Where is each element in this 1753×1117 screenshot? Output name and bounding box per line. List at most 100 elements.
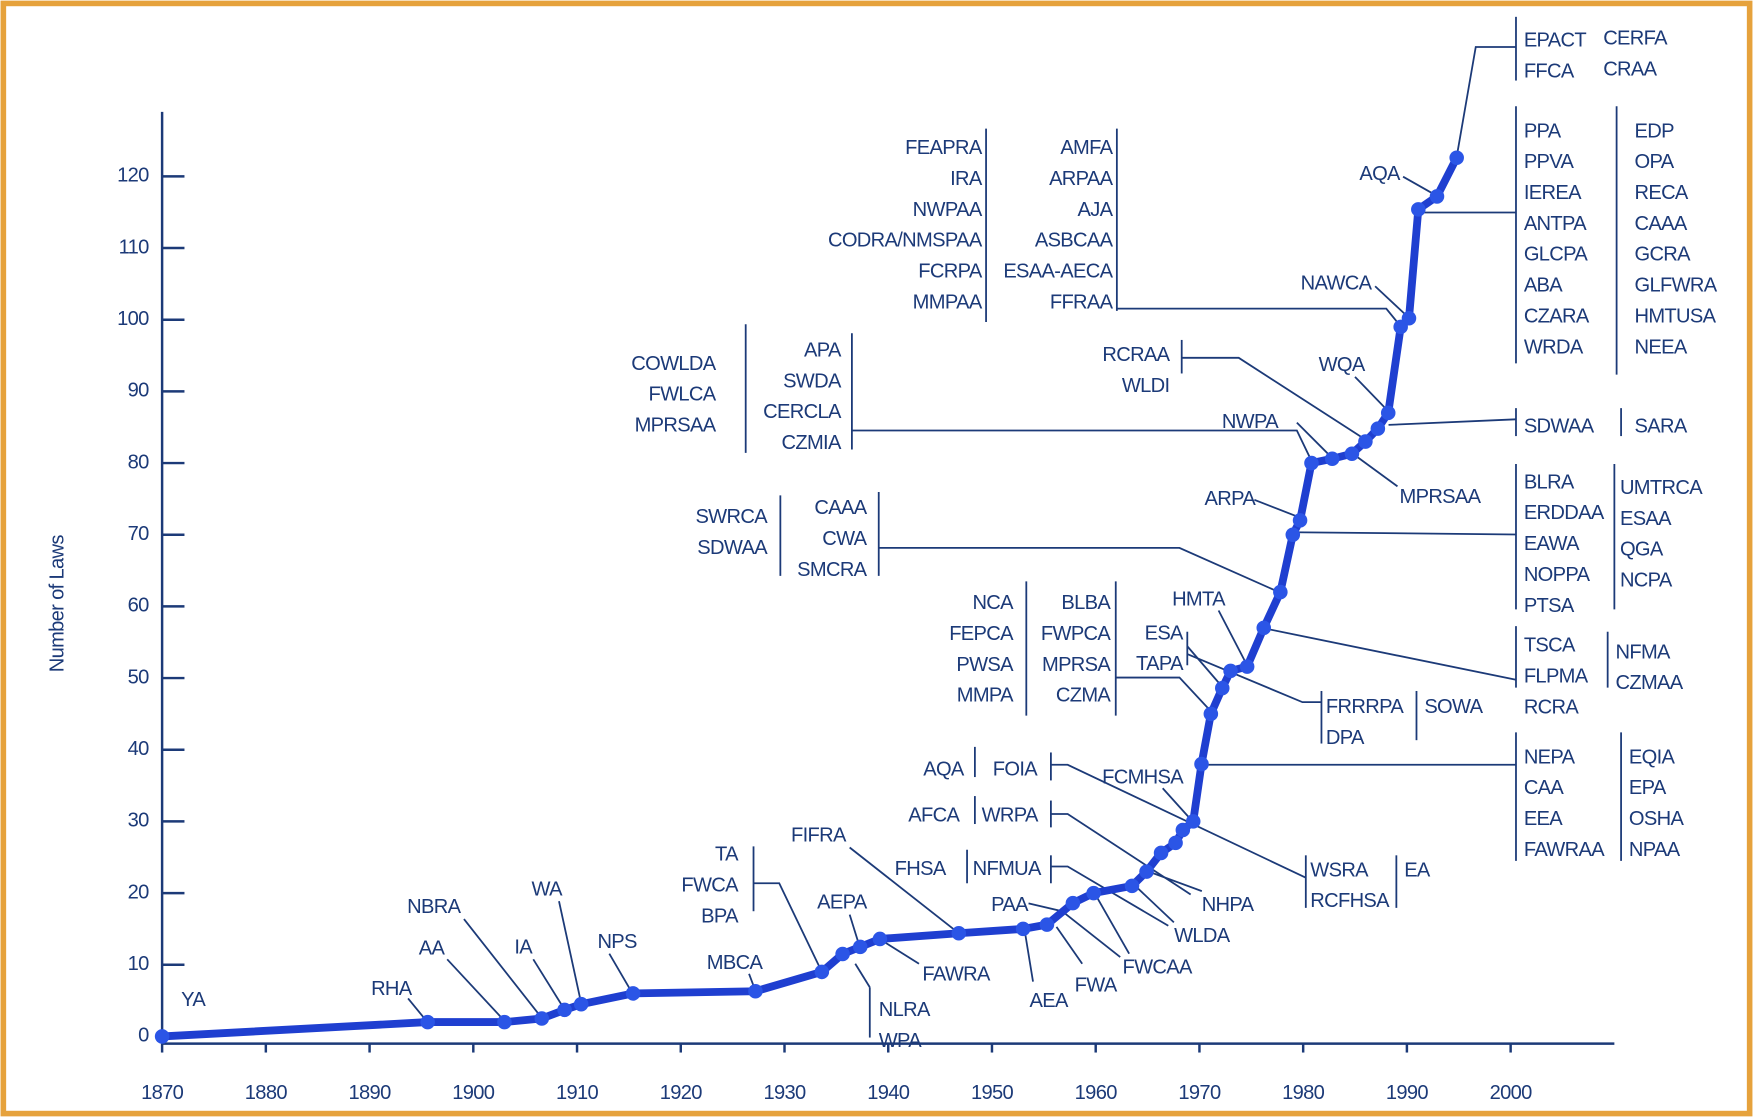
data-point <box>1015 921 1031 937</box>
leader-line <box>1455 46 1516 157</box>
x-tick-label: 1920 <box>660 1082 703 1104</box>
x-tick-label: 1890 <box>349 1082 392 1104</box>
law-label: RCRA <box>1524 696 1580 718</box>
leader-line <box>1055 926 1083 965</box>
law-label: RCRAA <box>1102 344 1170 366</box>
law-label: TAPA <box>1136 653 1184 675</box>
law-label: NWPA <box>1222 411 1279 433</box>
leader-line <box>1023 926 1034 982</box>
leader-line <box>608 953 634 995</box>
y-tick-label: 100 <box>117 308 149 330</box>
data-point <box>835 946 850 962</box>
leader-line <box>1351 452 1399 488</box>
data-point <box>1256 620 1272 636</box>
data-point <box>1175 822 1191 838</box>
y-tick-label: 30 <box>128 810 150 832</box>
law-label: FEPCA <box>949 623 1014 645</box>
law-label: ESAA <box>1620 508 1672 530</box>
data-point <box>1273 584 1288 600</box>
law-label: IEREA <box>1524 182 1582 204</box>
law-label: NWPAA <box>913 199 983 221</box>
law-label: CWA <box>822 528 867 550</box>
data-point <box>814 964 830 980</box>
data-point <box>1153 845 1169 861</box>
law-label: FHSA <box>895 858 947 880</box>
law-label: CODRA/NMSPAA <box>828 230 983 252</box>
x-tick-label: 1970 <box>1178 1082 1221 1104</box>
law-label: FRRRPA <box>1326 696 1404 718</box>
law-label: HMTA <box>1172 589 1226 611</box>
law-label: CZMIA <box>782 432 842 454</box>
leader-line <box>1050 865 1169 927</box>
law-label: NCPA <box>1620 570 1673 592</box>
law-label: WA <box>532 878 564 900</box>
x-tick-label: 1930 <box>763 1082 806 1104</box>
leader-line <box>1292 531 1516 536</box>
law-label: ESAA-AECA <box>1003 260 1113 282</box>
law-label: NHPA <box>1202 894 1255 916</box>
law-label: EQIA <box>1629 746 1676 768</box>
law-label: FWCA <box>681 874 739 896</box>
data-point <box>1411 202 1426 217</box>
law-label: COWLDA <box>631 353 716 375</box>
law-label: GLFWRA <box>1634 275 1717 297</box>
y-tick-label: 0 <box>138 1025 149 1047</box>
leader-line <box>558 900 583 1005</box>
law-label: FWCAA <box>1122 957 1193 979</box>
x-tick-label: 1900 <box>452 1082 495 1104</box>
law-label: WLDA <box>1174 925 1231 947</box>
law-label: AQA <box>923 759 965 781</box>
data-point <box>534 1011 550 1026</box>
data-point <box>497 1014 512 1030</box>
y-tick-label: 80 <box>128 451 150 473</box>
law-label: WRDA <box>1524 336 1584 358</box>
law-label: FLPMA <box>1524 665 1589 687</box>
leader-line <box>1354 376 1390 413</box>
data-point <box>852 939 868 955</box>
law-label: FWA <box>1075 974 1118 996</box>
law-label: BPA <box>701 905 739 927</box>
law-label: EEA <box>1524 808 1563 830</box>
leader-line <box>1181 356 1366 441</box>
law-label: FIFRA <box>791 825 847 847</box>
law-label: PWSA <box>956 654 1014 676</box>
law-label: GLCPA <box>1524 244 1589 266</box>
leader-line <box>1115 676 1212 712</box>
law-label: FOIA <box>993 759 1039 781</box>
data-point <box>1194 756 1209 772</box>
law-label: WRPA <box>982 805 1039 827</box>
x-tick-label: 1870 <box>141 1082 184 1104</box>
data-point <box>1168 835 1183 851</box>
law-label: NOPPA <box>1524 564 1591 586</box>
y-axis-label: Number of Laws <box>46 535 68 673</box>
leader-line <box>532 958 566 1011</box>
leader-line <box>879 938 920 965</box>
law-label: ANTPA <box>1524 213 1587 235</box>
law-label: IRA <box>950 168 983 190</box>
leader-line <box>1264 627 1517 681</box>
law-label: CAAA <box>814 497 867 519</box>
law-label: MPRSA <box>1042 654 1111 676</box>
law-label: DPA <box>1326 727 1365 749</box>
law-label: SOWA <box>1424 696 1483 718</box>
x-tick-label: 2000 <box>1490 1082 1533 1104</box>
y-tick-label: 110 <box>119 236 150 258</box>
leader-line <box>849 846 960 935</box>
data-point <box>1429 189 1445 204</box>
law-label: PTSA <box>1524 595 1575 617</box>
law-label: FEAPRA <box>905 137 983 159</box>
law-label: NPS <box>597 931 637 953</box>
law-label: MBCA <box>707 952 764 974</box>
law-label: NPAA <box>1629 839 1681 861</box>
leader-line <box>1388 418 1517 426</box>
leader-line <box>1116 307 1402 328</box>
law-label: BLBA <box>1061 592 1111 614</box>
law-label: NFMUA <box>973 858 1042 880</box>
law-label: SMCRA <box>797 559 868 581</box>
y-tick-label: 60 <box>128 595 150 617</box>
law-label: FCMHSA <box>1102 766 1184 788</box>
data-point <box>1324 451 1340 467</box>
law-label: WPA <box>879 1030 923 1052</box>
y-tick-label: 120 <box>117 165 149 187</box>
